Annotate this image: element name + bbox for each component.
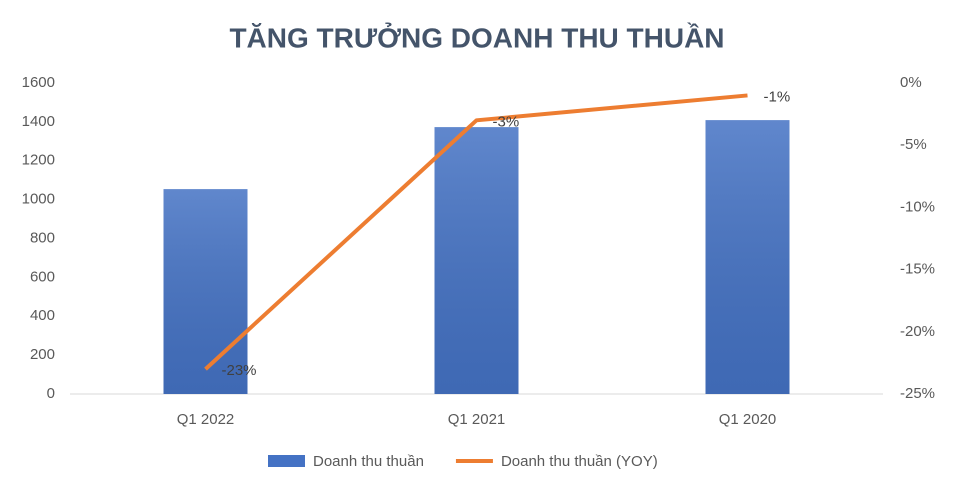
x-tick-label: Q1 2022: [177, 411, 235, 428]
line: [204, 93, 748, 371]
legend-label: Doanh thu thuần: [313, 453, 424, 470]
y-tick-label: 400: [30, 307, 55, 324]
y2-tick-label: -15%: [900, 261, 935, 278]
data-label: -1%: [764, 88, 791, 105]
y-tick-label: 0: [47, 385, 55, 402]
y-tick-label: 600: [30, 268, 55, 285]
data-label: -23%: [222, 362, 257, 379]
legend-label: Doanh thu thuần (YOY): [501, 453, 658, 470]
y-tick-label: 1200: [22, 152, 55, 169]
bar-shade: [163, 189, 248, 394]
y-tick-label: 200: [30, 346, 55, 363]
x-tick-label: Q1 2020: [719, 411, 777, 428]
y2-tick-label: 0%: [900, 74, 922, 91]
y2-tick-label: -25%: [900, 385, 935, 402]
y2-tick-label: -5%: [900, 136, 927, 153]
chart-title: TĂNG TRƯỞNG DOANH THU THUẦN: [229, 21, 724, 53]
y2-tick-label: -20%: [900, 323, 935, 340]
bar-shade: [434, 127, 519, 395]
data-label: -3%: [493, 113, 520, 130]
y2-tick-label: -10%: [900, 198, 935, 215]
x-tick-label: Q1 2021: [448, 411, 506, 428]
y-tick-label: 1400: [22, 113, 55, 130]
legend-swatch: [268, 455, 305, 467]
y-tick-label: 800: [30, 229, 55, 246]
y-tick-label: 1600: [22, 74, 55, 91]
bar-shade: [705, 120, 790, 395]
y-tick-label: 1000: [22, 191, 55, 208]
